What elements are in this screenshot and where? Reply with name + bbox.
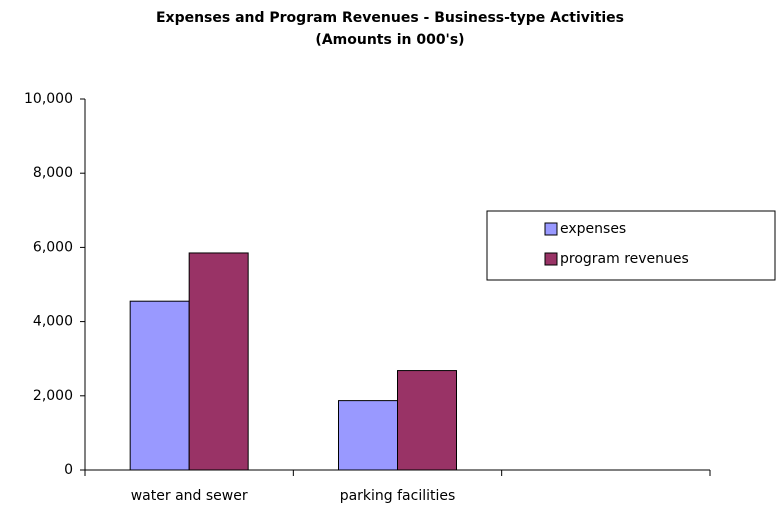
legend-label: program revenues xyxy=(560,251,689,267)
x-tick-label: water and sewer xyxy=(131,488,248,504)
legend-swatch xyxy=(544,222,558,236)
bar xyxy=(397,370,457,471)
y-tick-label: 10,000 xyxy=(24,91,73,107)
chart-subtitle: (Amounts in 000's) xyxy=(315,32,464,48)
bar xyxy=(188,252,249,471)
y-tick-label: 4,000 xyxy=(33,314,73,330)
legend-swatch xyxy=(544,252,558,266)
y-tick-label: 2,000 xyxy=(33,388,73,404)
bar xyxy=(129,300,190,471)
y-tick-label: 0 xyxy=(64,462,73,478)
chart-title: Expenses and Program Revenues - Business… xyxy=(156,10,624,26)
x-tick-label: parking facilities xyxy=(340,488,456,504)
legend-label: expenses xyxy=(560,221,626,237)
legend-box xyxy=(486,210,776,281)
bar xyxy=(338,400,398,471)
y-tick-label: 8,000 xyxy=(33,165,73,181)
y-tick-label: 6,000 xyxy=(33,239,73,255)
